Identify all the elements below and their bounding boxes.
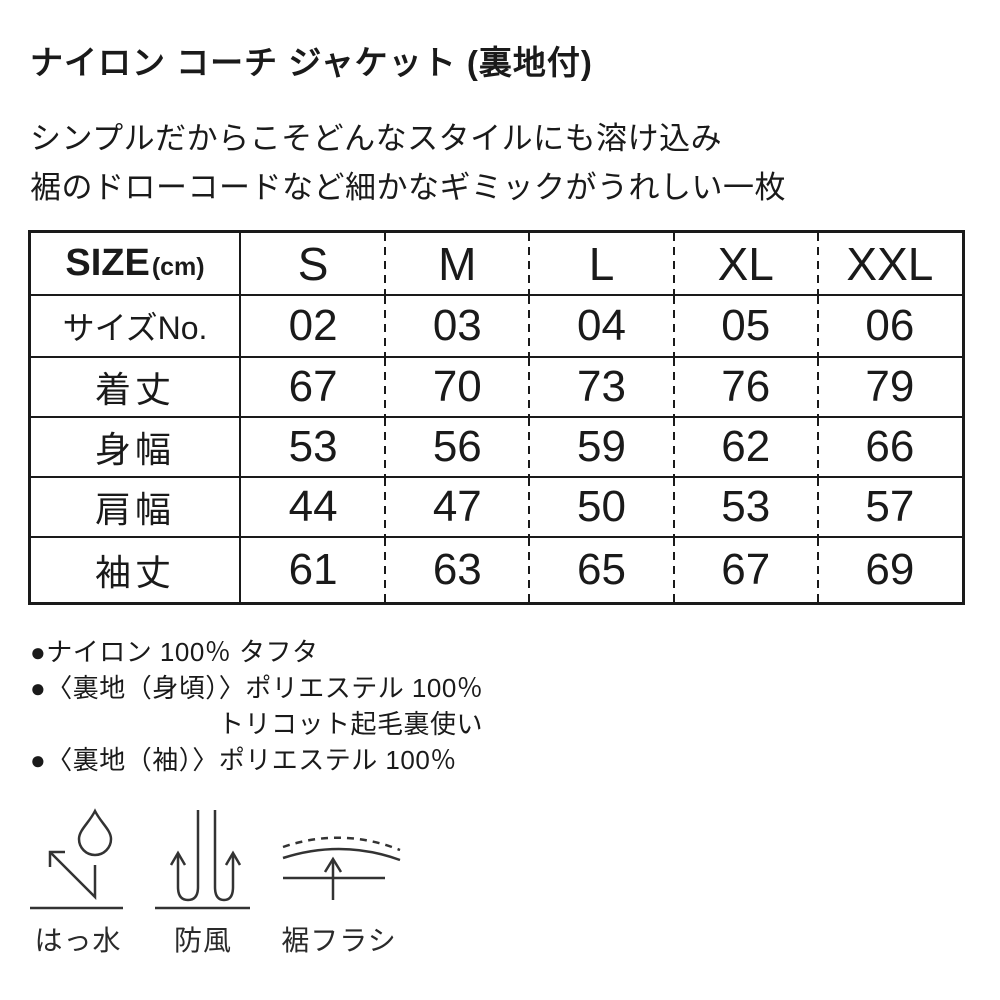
column-header-l: L xyxy=(528,233,674,296)
hem-loose-icon xyxy=(282,836,401,900)
feature-water-repellent: はっ水 xyxy=(28,803,128,959)
table-cell: 50 xyxy=(528,478,674,538)
table-cell: 79 xyxy=(816,358,962,418)
column-header-xl: XL xyxy=(672,233,818,296)
row-label-shoulder-width: 肩幅 xyxy=(31,478,241,538)
table-cell: 06 xyxy=(816,296,962,358)
table-cell: 66 xyxy=(816,418,962,478)
feature-label-water-repellent: はっ水 xyxy=(34,925,122,956)
windproof-icon xyxy=(155,810,250,910)
table-cell: 02 xyxy=(241,296,386,358)
feature-label-hem-loose: 裾フラシ xyxy=(281,925,397,956)
table-cell: 57 xyxy=(816,478,962,538)
table-cell: 53 xyxy=(241,418,386,478)
feature-label-windproof: 防風 xyxy=(173,925,232,956)
table-cell: 67 xyxy=(241,358,386,418)
row-label-size-no: サイズNo. xyxy=(31,296,241,358)
table-cell: 63 xyxy=(384,538,529,602)
page-title: ナイロン コーチ ジャケット (裏地付) xyxy=(30,44,593,81)
size-header-unit: (cm) xyxy=(151,253,205,281)
row-label-body-width: 身幅 xyxy=(31,418,241,478)
column-header-xxl: XXL xyxy=(816,233,962,296)
table-cell: 70 xyxy=(384,358,530,418)
table-cell: 04 xyxy=(528,296,674,358)
row-label-body-length: 着丈 xyxy=(31,358,241,418)
size-header-label: SIZE xyxy=(65,242,150,284)
water-repellent-icon xyxy=(30,808,123,910)
table-cell: 56 xyxy=(384,418,530,478)
table-cell: 61 xyxy=(288,545,338,594)
table-cell: 53 xyxy=(672,478,818,538)
table-cell: 73 xyxy=(528,358,674,418)
table-cell: 05 xyxy=(672,296,818,358)
column-header-s: S xyxy=(241,233,386,296)
table-cell: 47 xyxy=(384,478,530,538)
table-cell: 62 xyxy=(672,418,818,478)
feature-hem-loose: 裾フラシ xyxy=(270,803,408,959)
material-line: ●〈裏地（袖）〉ポリエステル 100％ xyxy=(30,745,457,775)
description-line-1: シンプルだからこそどんなスタイルにも溶け込み xyxy=(30,121,723,156)
table-cell: 67 xyxy=(672,538,818,602)
material-line: ●ナイロン 100％ タフタ xyxy=(30,637,319,667)
size-header-cell: SIZE(cm) xyxy=(31,233,241,296)
table-cell: 03 xyxy=(384,296,530,358)
column-header-m: M xyxy=(384,233,530,296)
table-cell: 65 xyxy=(528,538,673,602)
material-notes: ●ナイロン 100％ タフタ ●〈裏地（身頃）〉ポリエステル 100％ トリコッ… xyxy=(30,634,483,778)
material-line: ●〈裏地（身頃）〉ポリエステル 100％ xyxy=(30,673,484,703)
product-description: シンプルだからこそどんなスタイルにも溶け込み 裾のドローコードなど細かなギミック… xyxy=(30,114,786,212)
description-line-2: 裾のドローコードなど細かなギミックがうれしい一枚 xyxy=(30,170,786,205)
size-chart-table: SIZE(cm) S M L XL XXL サイズNo. 02 03 04 05… xyxy=(28,230,965,605)
feature-windproof: 防風 xyxy=(153,803,253,959)
table-cell: 76 xyxy=(672,358,818,418)
table-cell: 44 xyxy=(241,478,386,538)
material-line-continuation: トリコット起毛裏使い xyxy=(218,709,484,739)
table-cell: 59 xyxy=(528,418,674,478)
table-cell: 69 xyxy=(816,538,962,602)
row-label-sleeve-length: 袖丈 xyxy=(31,538,241,602)
